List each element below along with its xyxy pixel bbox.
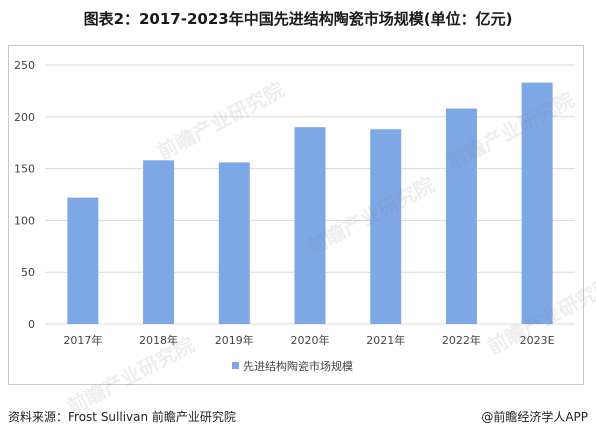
bar [143,160,175,324]
brand-note: @前瞻经济学人APP [481,410,588,424]
x-tick-label: 2019年 [215,333,254,347]
bar [445,108,477,325]
bar [294,127,326,324]
x-tick-label: 2018年 [139,333,178,347]
y-tick-label: 200 [14,111,35,124]
x-tick-label: 2022年 [442,333,481,347]
y-tick-label: 100 [14,214,35,227]
y-tick-label: 150 [14,163,35,176]
x-tick-label: 2017年 [63,333,102,347]
x-tick-label: 2023E [520,334,555,347]
legend: 先进结构陶瓷市场规模 [232,359,353,373]
chart-title: 图表2：2017-2023年中国先进结构陶瓷市场规模(单位：亿元) [83,10,513,28]
legend-swatch [232,362,239,369]
bars [67,82,553,325]
bar [370,129,402,324]
y-tick-label: 0 [28,318,35,331]
bar [67,197,99,324]
y-tick-label: 50 [21,266,35,279]
legend-label: 先进结构陶瓷市场规模 [243,359,353,373]
bar [521,82,553,324]
y-axis-ticks: 0 50 100 150 200 250 [14,59,35,331]
bar [218,162,250,324]
x-tick-label: 2020年 [291,333,330,347]
source-note: 资料来源：Frost Sullivan 前瞻产业研究院 [8,410,236,424]
x-axis-ticks: 2017年 2018年 2019年 2020年 2021年 2022年 2023E [63,333,554,347]
x-tick-label: 2021年 [366,333,405,347]
y-tick-label: 250 [14,59,35,72]
